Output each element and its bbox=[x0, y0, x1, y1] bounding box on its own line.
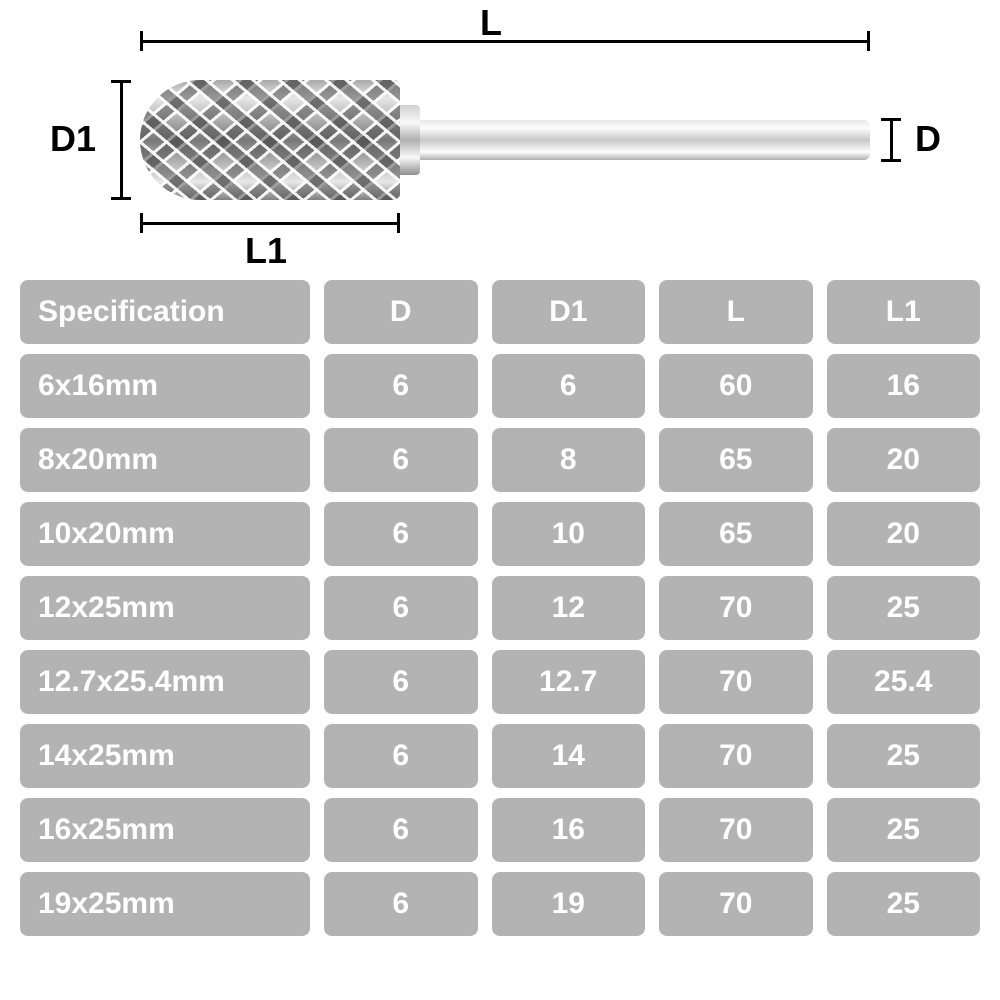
table-cell: 16 bbox=[827, 354, 981, 418]
table-cell: 70 bbox=[659, 650, 813, 714]
dimension-diagram: L D1 D L1 bbox=[20, 10, 980, 270]
table-cell: 16 bbox=[492, 798, 646, 862]
table-header-cell: Specification bbox=[20, 280, 310, 344]
table-header-cell: D bbox=[324, 280, 478, 344]
table-cell: 25.4 bbox=[827, 650, 981, 714]
table-row: 19x25mm6197025 bbox=[20, 872, 980, 936]
table-cell: 6 bbox=[324, 354, 478, 418]
tool-head bbox=[140, 80, 400, 200]
table-row: 8x20mm686520 bbox=[20, 428, 980, 492]
table-header-row: SpecificationDD1LL1 bbox=[20, 280, 980, 344]
table-cell: 25 bbox=[827, 576, 981, 640]
table-cell: 6 bbox=[324, 650, 478, 714]
table-cell: 25 bbox=[827, 872, 981, 936]
dim-line-l1 bbox=[140, 222, 400, 225]
dim-label-d1: D1 bbox=[50, 118, 96, 160]
table-header-cell: L bbox=[659, 280, 813, 344]
table-cell: 65 bbox=[659, 502, 813, 566]
table-row: 10x20mm6106520 bbox=[20, 502, 980, 566]
table-cell: 8x20mm bbox=[20, 428, 310, 492]
table-cell: 10x20mm bbox=[20, 502, 310, 566]
table-cell: 8 bbox=[492, 428, 646, 492]
table-row: 14x25mm6147025 bbox=[20, 724, 980, 788]
table-cell: 16x25mm bbox=[20, 798, 310, 862]
table-header-cell: L1 bbox=[827, 280, 981, 344]
table-row: 6x16mm666016 bbox=[20, 354, 980, 418]
table-cell: 6 bbox=[324, 798, 478, 862]
table-cell: 19x25mm bbox=[20, 872, 310, 936]
table-cell: 6 bbox=[324, 428, 478, 492]
table-cell: 14x25mm bbox=[20, 724, 310, 788]
table-cell: 25 bbox=[827, 724, 981, 788]
dim-label-l1: L1 bbox=[245, 230, 287, 272]
table-cell: 12x25mm bbox=[20, 576, 310, 640]
table-cell: 12 bbox=[492, 576, 646, 640]
table-cell: 12.7x25.4mm bbox=[20, 650, 310, 714]
table-row: 12x25mm6127025 bbox=[20, 576, 980, 640]
table-cell: 70 bbox=[659, 798, 813, 862]
table-cell: 6x16mm bbox=[20, 354, 310, 418]
table-cell: 65 bbox=[659, 428, 813, 492]
dim-line-d bbox=[890, 118, 893, 162]
dim-label-l: L bbox=[480, 2, 502, 44]
dim-line-l bbox=[140, 40, 870, 43]
table-cell: 14 bbox=[492, 724, 646, 788]
table-cell: 12.7 bbox=[492, 650, 646, 714]
table-cell: 60 bbox=[659, 354, 813, 418]
table-row: 12.7x25.4mm612.77025.4 bbox=[20, 650, 980, 714]
table-cell: 70 bbox=[659, 872, 813, 936]
spec-table: SpecificationDD1LL16x16mm6660168x20mm686… bbox=[20, 280, 980, 936]
table-cell: 6 bbox=[324, 576, 478, 640]
table-cell: 6 bbox=[324, 502, 478, 566]
table-cell: 25 bbox=[827, 798, 981, 862]
table-cell: 6 bbox=[324, 724, 478, 788]
tool-shank bbox=[410, 120, 870, 160]
table-cell: 19 bbox=[492, 872, 646, 936]
table-row: 16x25mm6167025 bbox=[20, 798, 980, 862]
table-header-cell: D1 bbox=[492, 280, 646, 344]
tool-illustration bbox=[140, 80, 870, 200]
table-cell: 10 bbox=[492, 502, 646, 566]
table-cell: 6 bbox=[324, 872, 478, 936]
table-cell: 70 bbox=[659, 724, 813, 788]
table-cell: 20 bbox=[827, 428, 981, 492]
dim-line-d1 bbox=[120, 80, 123, 200]
table-cell: 6 bbox=[492, 354, 646, 418]
table-cell: 20 bbox=[827, 502, 981, 566]
table-cell: 70 bbox=[659, 576, 813, 640]
dim-label-d: D bbox=[915, 118, 941, 160]
